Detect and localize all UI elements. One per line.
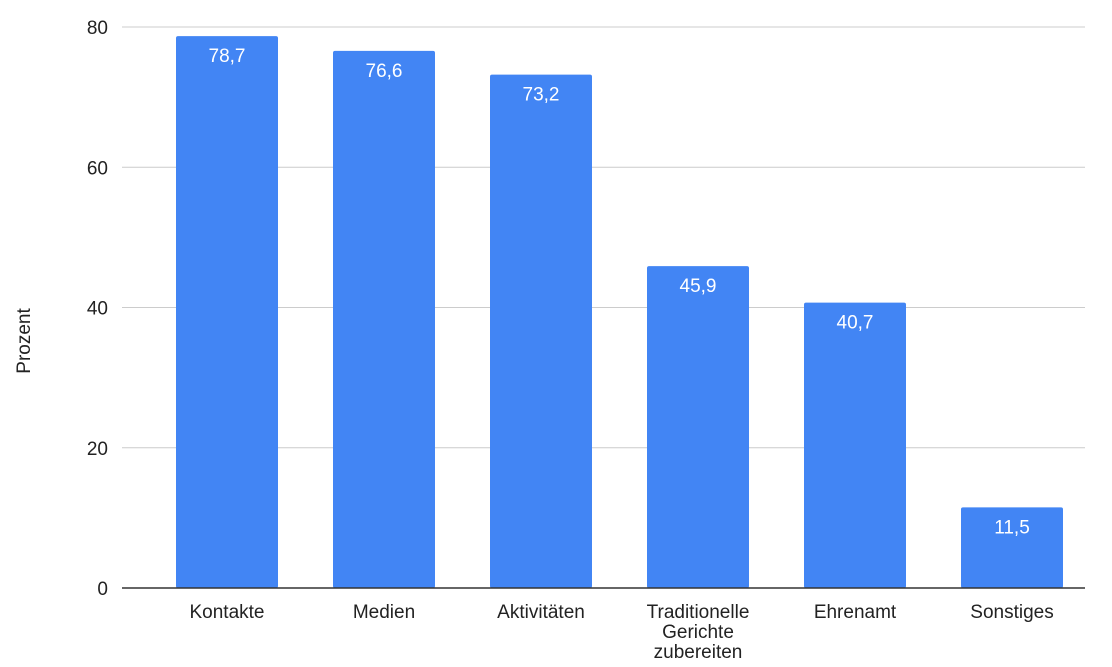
data-labels: 78,7 76,6 73,2 45,9 40,7 11,5 [209, 46, 1030, 538]
x-tick-label: Aktivitäten [497, 602, 585, 623]
bar [647, 266, 749, 588]
y-axis-ticks: 0 20 40 60 80 [87, 18, 108, 600]
x-tick-label: Kontakte [190, 602, 265, 623]
x-tick-label: Traditionelle Gerichte zubereiten [647, 602, 750, 663]
x-axis-ticks: Kontakte Medien Aktivitäten Traditionelle Ge… [190, 602, 1054, 663]
x-tick-label: Sonstiges [970, 602, 1053, 623]
data-label: 78,7 [209, 46, 246, 67]
y-tick-label: 0 [97, 579, 108, 600]
y-tick-label: 20 [87, 439, 108, 460]
bars [176, 36, 1063, 588]
x-tick-label: Ehrenamt [814, 602, 897, 623]
bar [961, 507, 1063, 588]
gridlines [122, 26, 1085, 449]
data-label: 73,2 [523, 85, 560, 106]
data-label: 11,5 [994, 517, 1030, 538]
bar [176, 36, 278, 588]
y-tick-label: 60 [87, 158, 108, 179]
data-label: 76,6 [366, 61, 403, 82]
y-tick-label: 80 [87, 18, 108, 39]
x-tick-label: Medien [353, 602, 415, 623]
data-label: 45,9 [680, 276, 717, 297]
bar [490, 74, 592, 588]
data-label: 40,7 [837, 313, 874, 334]
y-tick-label: 40 [87, 299, 108, 320]
bar [333, 50, 435, 588]
y-axis-title: Prozent [14, 308, 35, 374]
bar [804, 302, 906, 588]
